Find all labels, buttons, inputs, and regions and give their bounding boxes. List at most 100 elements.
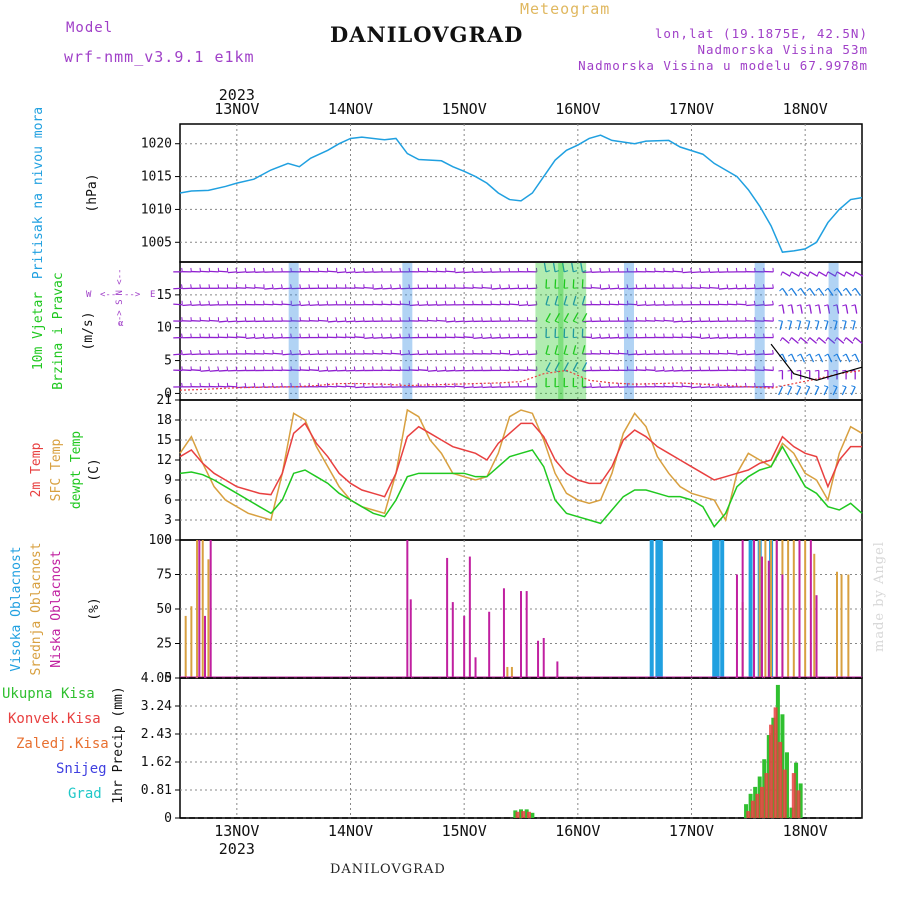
precip-legend-3: Snijeg — [56, 761, 107, 777]
wind-barb — [832, 386, 838, 396]
wind-barb-feather — [573, 304, 578, 306]
wind-barb-feather — [555, 385, 560, 388]
wind-barb-feather — [408, 317, 411, 322]
wind-barb-feather — [726, 333, 729, 338]
wind-barb — [764, 369, 774, 372]
wind-barb-feather — [481, 317, 483, 322]
low-cloud-bar — [542, 637, 545, 678]
wind-barb-feather — [254, 300, 256, 305]
wind-barb-feather — [262, 382, 265, 387]
wind-barb-feather — [226, 317, 229, 322]
wind-barb — [682, 320, 692, 323]
wind-barb-feather — [617, 317, 620, 322]
total-precip-bar — [762, 759, 767, 818]
low-cloud-bar — [502, 588, 505, 678]
wind-barb — [854, 337, 863, 344]
wind-barb — [346, 320, 356, 323]
wind-tick-label: 15 — [156, 288, 172, 303]
wind-barb-feather — [788, 287, 792, 292]
wind-barb-feather — [653, 349, 656, 355]
top-day-label: 13NOV — [214, 100, 259, 118]
conv-precip-bar — [791, 773, 796, 818]
wind-barb — [845, 287, 852, 297]
wind-barb-feather — [508, 382, 511, 387]
total-precip-bar — [798, 783, 803, 818]
wind-barb-feather — [390, 317, 392, 322]
wind-barb-feather — [787, 353, 792, 357]
wind-barb-feather — [635, 333, 638, 338]
wind-barb-feather — [825, 271, 829, 276]
wind-barb — [273, 352, 283, 355]
wind-barb — [173, 303, 183, 306]
wind-barb — [227, 320, 237, 323]
low-cloud-bar — [209, 540, 212, 678]
wind-barb — [791, 337, 799, 344]
wind-barb-feather — [823, 385, 829, 388]
wind-barb-feather — [217, 366, 220, 371]
wind-barb — [572, 295, 577, 305]
wind-barb-feather — [190, 284, 192, 289]
wind-barb-feather — [308, 333, 311, 338]
wind-barb-feather — [335, 349, 338, 355]
wind-barb-feather — [626, 333, 629, 338]
wind-barb-feather — [626, 366, 629, 371]
wind-barb-feather — [353, 267, 356, 272]
wind-barb-feather — [617, 382, 620, 387]
wind-barb — [500, 352, 510, 355]
wind-barb-feather — [353, 300, 356, 305]
wind-barb — [464, 336, 474, 339]
wind-barb — [673, 270, 683, 273]
wind-barb — [391, 352, 401, 355]
wind-barb — [854, 353, 860, 363]
wind-barb-feather — [823, 304, 829, 307]
wind-barb-feather — [399, 317, 402, 322]
mid-cloud-bar — [787, 540, 790, 678]
wind-barb-feather — [317, 300, 320, 305]
precip-legend-4: Grad — [68, 786, 102, 802]
wind-barb-feather — [763, 382, 765, 387]
pressure-line — [179, 134, 863, 253]
wind-barb — [245, 287, 256, 289]
total-precip-bar — [524, 809, 529, 818]
wind-barb-feather — [617, 284, 620, 289]
wind-barb-feather — [573, 385, 578, 388]
wind-barb-feather — [851, 369, 856, 372]
wind-barb — [582, 336, 592, 339]
wind-barb-feather — [681, 284, 683, 289]
conv-precip-bar — [764, 773, 769, 818]
wind-barb-feather — [681, 366, 683, 371]
wind-barb — [346, 271, 356, 274]
wind-barb-feather — [608, 267, 611, 272]
wind-barb-feather — [217, 284, 220, 289]
wind-barb — [591, 386, 601, 389]
wind-barb-feather — [326, 333, 329, 338]
wind-barb — [691, 336, 701, 339]
wind-barb-feather — [824, 287, 829, 292]
wind-barb-feather — [753, 349, 756, 355]
wind-barb-feather — [281, 317, 283, 322]
wind-barb-feather — [842, 287, 847, 292]
wind-barb-feather — [435, 349, 438, 355]
wind-barb — [836, 304, 840, 314]
wind-barb-feather — [535, 349, 538, 355]
wind-tick-label: 10 — [156, 321, 172, 336]
wind-barb — [545, 345, 549, 355]
wind-barb-feather — [681, 349, 683, 355]
wind-barb — [818, 353, 824, 363]
wind-barb-feather — [545, 320, 550, 324]
wind-barb-feather — [545, 369, 550, 373]
wind-barb-feather — [654, 333, 656, 338]
wind-barb-feather — [417, 284, 420, 289]
cloud-axis-title-2: Srednja Oblacnost — [29, 542, 44, 675]
wind-barb — [646, 369, 656, 372]
wind-barb-feather — [490, 382, 492, 387]
wind-barb — [255, 287, 265, 289]
compass-s: --> S — [115, 299, 125, 326]
wind-barb-feather — [217, 333, 220, 338]
wind-barb-feather — [408, 333, 411, 338]
wind-barb-feather — [735, 317, 738, 322]
wind-barb-feather — [663, 284, 665, 289]
wind-barb-feather — [490, 366, 492, 371]
wind-barb-feather — [381, 317, 383, 322]
wind-barb — [500, 287, 510, 290]
